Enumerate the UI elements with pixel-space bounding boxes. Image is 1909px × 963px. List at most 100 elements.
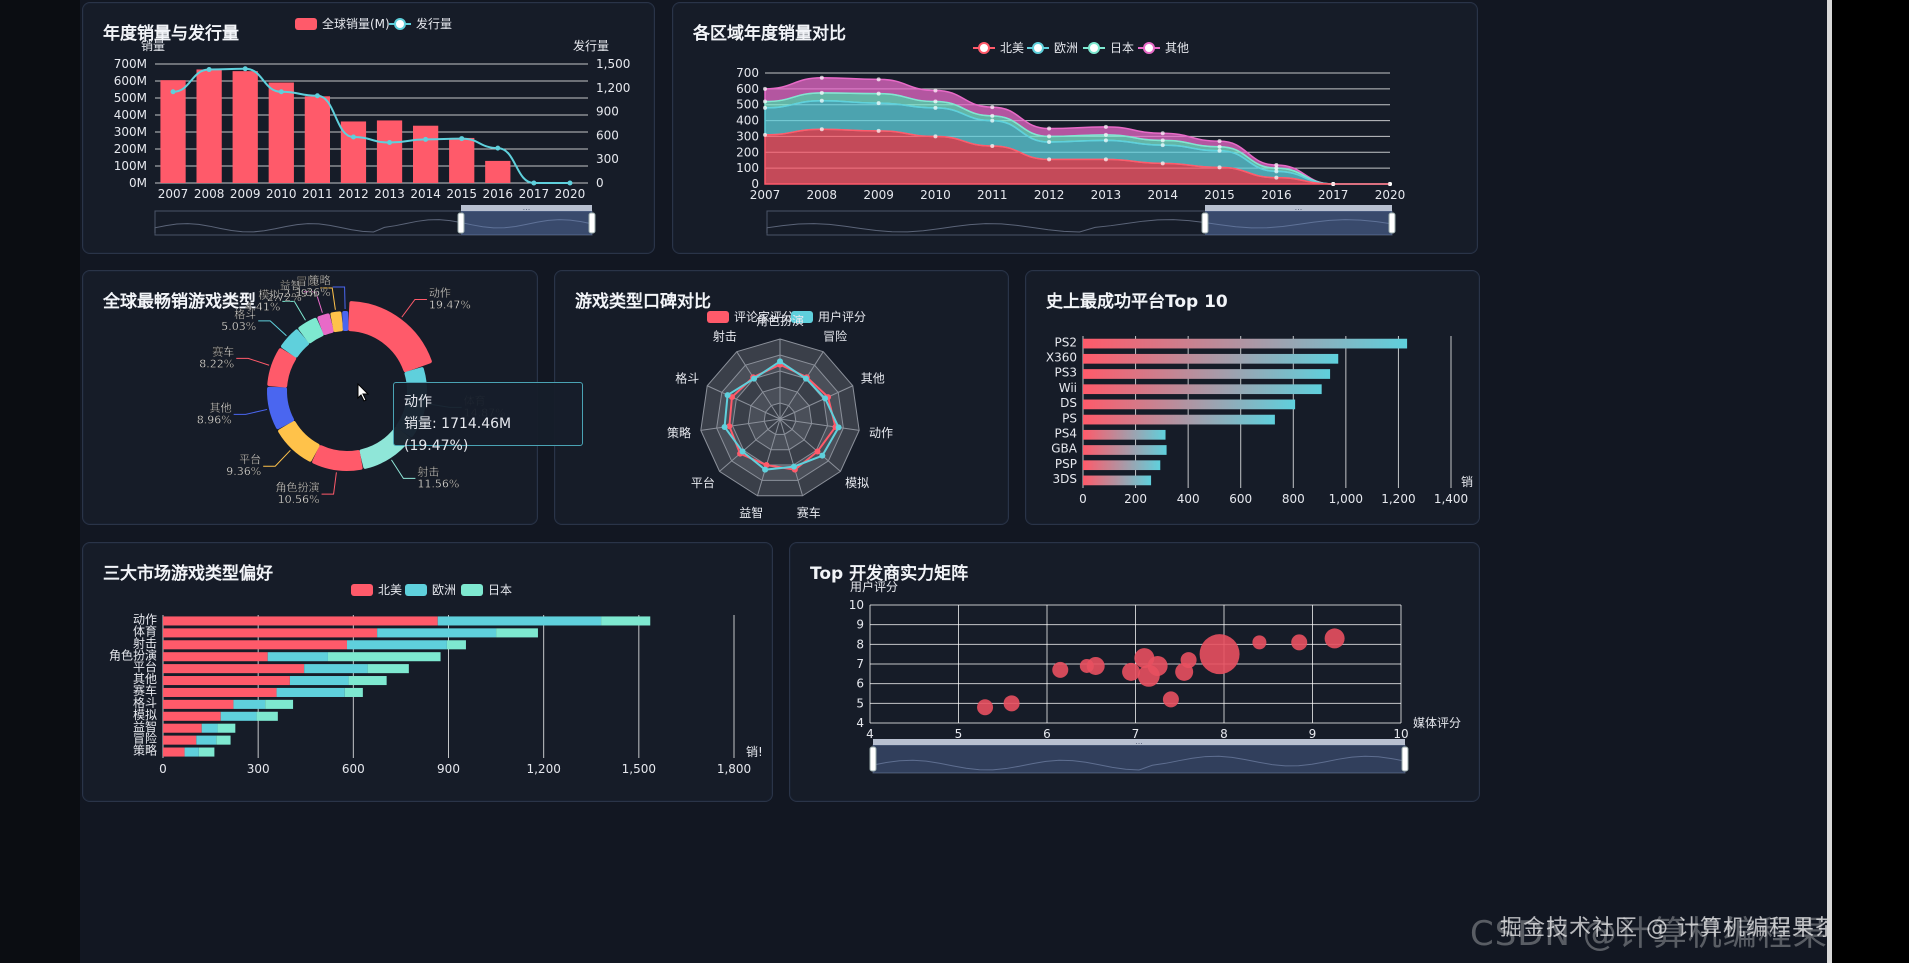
developer-point	[1086, 656, 1105, 675]
datazoom-left-handle[interactable]	[869, 746, 877, 772]
market-bar-日本	[446, 640, 466, 650]
x-tick: 5	[955, 727, 963, 741]
area-point	[990, 118, 995, 123]
y-tick: 策略	[133, 743, 157, 758]
pie-leader-line	[401, 298, 427, 318]
legend-market-1-swatch	[405, 584, 427, 596]
y-tick: 其他	[133, 672, 157, 686]
area-point	[876, 91, 881, 96]
x-tick: 300	[247, 762, 270, 776]
pie-label-name: 赛车	[212, 344, 234, 358]
area-point	[1274, 175, 1279, 180]
area-point	[1047, 157, 1052, 162]
y-tick: 500	[736, 98, 759, 112]
radar-point	[763, 462, 770, 469]
panel-genre-ratings: 游戏类型口碑对比 评论家评分 用户评分 角色扮演 冒险 其他 动作 模拟 赛车 益智 平台 策略 格斗…	[554, 270, 1009, 525]
panel-market-preferences: 三大市场游戏类型偏好 北美 欧洲 日本 0 300 600 900 1,200 1,500 1,8…	[82, 542, 773, 802]
panel-title: 年度销量与发行量	[103, 24, 239, 44]
legend-releases-swatch-dot	[394, 18, 406, 30]
platform-bar-chart[interactable]: 0 200 400 600 800 1,000 1,200 1,400 销 PS2 X360PS3W…	[1026, 271, 1481, 526]
y-right-tick: 600	[596, 128, 619, 142]
area-point	[763, 99, 767, 104]
area-point	[819, 98, 824, 103]
market-bar-北美	[163, 687, 277, 697]
market-bar-日本	[496, 628, 538, 638]
y-tick: DS	[1060, 396, 1077, 410]
legend-sales-swatch	[295, 18, 317, 30]
market-bar-欧洲	[220, 711, 257, 721]
area-point	[933, 88, 938, 93]
platform-bar-3DS	[1083, 475, 1152, 486]
y-tick: 赛车	[133, 683, 157, 698]
x-tick: 600	[1229, 492, 1252, 506]
radar-indicator: 策略	[667, 425, 691, 440]
datazoom-left-handle[interactable]	[457, 212, 465, 234]
panel-annual-sales: 年度销量与发行量 全球销量(M) 发行量 销量 发行量 0M 100M 200M 300M 40…	[82, 2, 655, 254]
y-tick: PSP	[1055, 457, 1077, 471]
releases-point	[387, 140, 393, 146]
panel-title: 游戏类型口碑对比	[575, 292, 711, 312]
legend-sales-label: 全球销量(M)	[322, 16, 390, 31]
datazoom-window	[873, 745, 1405, 773]
x-tick: 2014	[410, 187, 441, 201]
pie-label-name: 冒险	[296, 274, 318, 288]
area-point	[1047, 126, 1052, 131]
radar-point	[790, 463, 797, 470]
radar-indicator: 模拟	[845, 476, 869, 490]
area-point	[1274, 169, 1279, 174]
pie-slice-角色扮演	[312, 445, 363, 471]
radar-spoke	[736, 351, 781, 420]
scrollbar-strip[interactable]	[1827, 0, 1909, 963]
pie-slice-益智	[317, 313, 334, 335]
dashboard-stage: 年度销量与发行量 全球销量(M) 发行量 销量 发行量 0M 100M 200M 300M 40…	[80, 0, 1897, 963]
pie-tooltip: 动作 销量: 1714.46M (19.47%)	[393, 382, 583, 454]
x-tick: 2020	[555, 187, 586, 201]
pie-label-pct: 2.39%	[283, 287, 318, 300]
pie-leader-line	[263, 449, 291, 467]
pie-slice-冒险	[330, 311, 344, 333]
releases-point	[314, 93, 320, 99]
x-tick: 1,200	[1381, 492, 1415, 506]
x-tick: 9	[1309, 727, 1317, 741]
market-stacked-bar-chart[interactable]: 北美 欧洲 日本 0 300 600 900 1,200 1,500 1,800 销! 动作体育射击角…	[83, 543, 774, 803]
market-bar-北美	[163, 735, 197, 745]
watermark-front: 掘金技术社区 @ 计算机编程果茶熊	[1500, 916, 1861, 941]
x-tick: 2016	[1261, 188, 1292, 202]
x-tick: 1,000	[1329, 492, 1363, 506]
pie-label-pct: 9.36%	[226, 465, 261, 478]
developer-scatter-chart[interactable]: 用户评分 4 5 6 7 8 9 10 4 5 6 7 8 9 10 媒体评分...	[790, 543, 1481, 803]
y-tick: 200	[736, 145, 759, 159]
x-tick: 1,400	[1434, 492, 1468, 506]
x-tick: 2013	[1091, 188, 1122, 202]
scrollbar-track[interactable]	[1827, 0, 1832, 963]
pie-leader-line	[303, 291, 323, 313]
x-tick: 800	[1282, 492, 1305, 506]
developer-point	[1122, 662, 1141, 681]
pie-label-pct: 5.03%	[221, 320, 256, 333]
radar-spoke	[779, 418, 804, 496]
x-tick: 2008	[807, 188, 838, 202]
y-right-tick: 0	[596, 176, 604, 190]
area-point	[1103, 138, 1108, 143]
pie-slice-赛车	[267, 348, 297, 388]
y-tick: PS3	[1055, 366, 1078, 380]
y-tick: 冒险	[133, 731, 157, 746]
datazoom-right-handle[interactable]	[1388, 212, 1396, 234]
y-tick: 4	[856, 716, 864, 730]
datazoom-left-handle[interactable]	[1201, 212, 1209, 234]
datazoom-right-handle[interactable]	[588, 212, 596, 234]
radar-indicator: 格斗	[675, 370, 699, 385]
radar-series-用户评分	[723, 360, 840, 471]
legend-market-2-swatch	[461, 584, 483, 596]
area-point	[1047, 139, 1052, 144]
legend-region-2-label: 日本	[1110, 41, 1134, 55]
market-bar-欧洲	[184, 747, 199, 757]
market-bar-日本	[348, 676, 387, 686]
x-tick: 2009	[230, 187, 261, 201]
legend-critic-swatch	[707, 311, 729, 323]
datazoom-right-handle[interactable]	[1401, 746, 1409, 772]
datazoom-top-bar	[873, 739, 1405, 745]
